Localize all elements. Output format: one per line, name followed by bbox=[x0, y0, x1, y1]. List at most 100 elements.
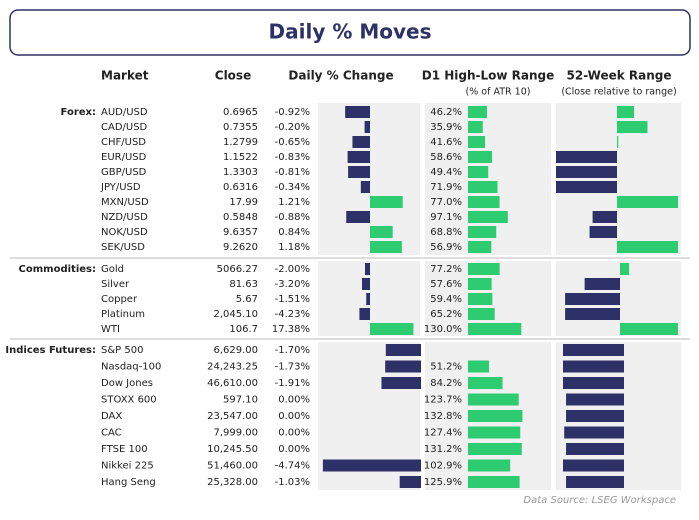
market: MXN/USD bbox=[101, 197, 149, 208]
close: 51,460.00 bbox=[207, 461, 258, 472]
close: 0.6316 bbox=[223, 182, 258, 193]
change-bar bbox=[370, 241, 402, 253]
change-bar bbox=[359, 308, 370, 320]
close: 1.1522 bbox=[223, 152, 258, 163]
change: -1.73% bbox=[275, 362, 310, 373]
range: 59.4% bbox=[430, 294, 462, 305]
range-bar bbox=[468, 323, 522, 335]
range: 131.2% bbox=[424, 444, 462, 455]
change: -0.34% bbox=[275, 182, 310, 193]
week52-bar bbox=[563, 344, 624, 356]
range-bar bbox=[468, 360, 489, 373]
week52-bar bbox=[584, 278, 620, 290]
change-bar bbox=[362, 278, 370, 290]
range: 71.9% bbox=[430, 182, 462, 193]
change: -4.23% bbox=[275, 309, 310, 320]
week52-bar bbox=[566, 476, 624, 488]
group-label: Indices Futures: bbox=[5, 345, 96, 356]
range: 58.6% bbox=[430, 152, 462, 163]
market: SEK/USD bbox=[101, 242, 145, 253]
change-bar bbox=[370, 323, 414, 335]
range-bar bbox=[468, 459, 511, 472]
change-bar bbox=[322, 459, 421, 472]
week52-bar bbox=[563, 459, 624, 472]
change: 17.38% bbox=[272, 324, 310, 335]
close: 10,245.50 bbox=[207, 444, 258, 455]
range: 51.2% bbox=[430, 362, 462, 373]
change: -0.81% bbox=[275, 167, 310, 178]
close: 7,999.00 bbox=[213, 428, 258, 439]
change: 0.00% bbox=[278, 395, 310, 406]
close: 24,243.25 bbox=[207, 362, 258, 373]
change: 1.21% bbox=[278, 197, 310, 208]
title-box bbox=[9, 9, 691, 56]
week52-bar bbox=[566, 443, 624, 455]
change-bar bbox=[385, 344, 421, 356]
market: Hang Seng bbox=[101, 477, 156, 488]
close: 6,629.00 bbox=[213, 345, 258, 356]
subheader: (% of ATR 10) bbox=[466, 87, 531, 98]
close: 1.2799 bbox=[223, 137, 258, 148]
change-bar bbox=[345, 106, 370, 118]
close: 9.2620 bbox=[223, 242, 258, 253]
group-label: Commodities: bbox=[19, 264, 96, 275]
range-bar bbox=[468, 278, 492, 290]
change-bar bbox=[385, 360, 421, 373]
change-bar bbox=[352, 136, 370, 148]
change-bar bbox=[365, 263, 370, 275]
group-label: Forex: bbox=[61, 107, 96, 118]
change-bar bbox=[360, 181, 370, 193]
range-bar bbox=[468, 410, 523, 422]
change: -0.88% bbox=[275, 212, 310, 223]
market: CAD/USD bbox=[101, 122, 148, 133]
close: 106.7 bbox=[229, 324, 258, 335]
range-bar bbox=[468, 308, 495, 320]
header: D1 High-Low Range bbox=[422, 69, 555, 83]
week52-bar bbox=[617, 196, 678, 208]
range: 65.2% bbox=[430, 309, 462, 320]
range-bar bbox=[468, 263, 500, 275]
range-bar bbox=[468, 293, 493, 305]
range-bar bbox=[468, 196, 500, 208]
market: CHF/USD bbox=[101, 137, 146, 148]
market: FTSE 100 bbox=[101, 444, 148, 455]
range: 84.2% bbox=[430, 378, 462, 389]
close: 0.5848 bbox=[223, 212, 258, 223]
change-bar bbox=[346, 211, 370, 223]
week52-bar bbox=[592, 211, 617, 223]
week52-bar bbox=[565, 293, 620, 305]
header: 52-Week Range bbox=[567, 69, 672, 83]
range: 127.4% bbox=[424, 428, 462, 439]
market: Gold bbox=[101, 264, 124, 275]
week52-bar bbox=[620, 263, 630, 275]
title: Daily % Moves bbox=[269, 20, 432, 44]
change: -1.91% bbox=[275, 378, 310, 389]
change: -4.74% bbox=[275, 461, 310, 472]
change: -0.65% bbox=[275, 137, 310, 148]
range: 56.9% bbox=[430, 242, 462, 253]
range-bar bbox=[468, 106, 487, 118]
change-bar bbox=[399, 476, 421, 488]
change: -0.92% bbox=[275, 107, 310, 118]
range: 125.9% bbox=[424, 477, 462, 488]
change: -3.20% bbox=[275, 279, 310, 290]
close: 81.63 bbox=[229, 279, 258, 290]
market: Nikkei 225 bbox=[101, 461, 154, 472]
range: 68.8% bbox=[430, 227, 462, 238]
market: JPY/USD bbox=[100, 182, 141, 193]
range: 102.9% bbox=[424, 461, 462, 472]
week52-bar bbox=[589, 226, 617, 238]
range-bar bbox=[468, 241, 492, 253]
week52-bar bbox=[563, 377, 624, 389]
subheader: (Close relative to range) bbox=[561, 87, 676, 98]
range: 77.2% bbox=[430, 264, 462, 275]
close: 9.6357 bbox=[223, 227, 258, 238]
range-bar bbox=[468, 377, 503, 389]
market: AUD/USD bbox=[101, 107, 148, 118]
close: 5066.27 bbox=[217, 264, 258, 275]
change: -2.00% bbox=[275, 264, 310, 275]
change-bar bbox=[364, 121, 370, 133]
close: 17.99 bbox=[229, 197, 258, 208]
close: 0.6965 bbox=[223, 107, 258, 118]
change: 0.00% bbox=[278, 444, 310, 455]
